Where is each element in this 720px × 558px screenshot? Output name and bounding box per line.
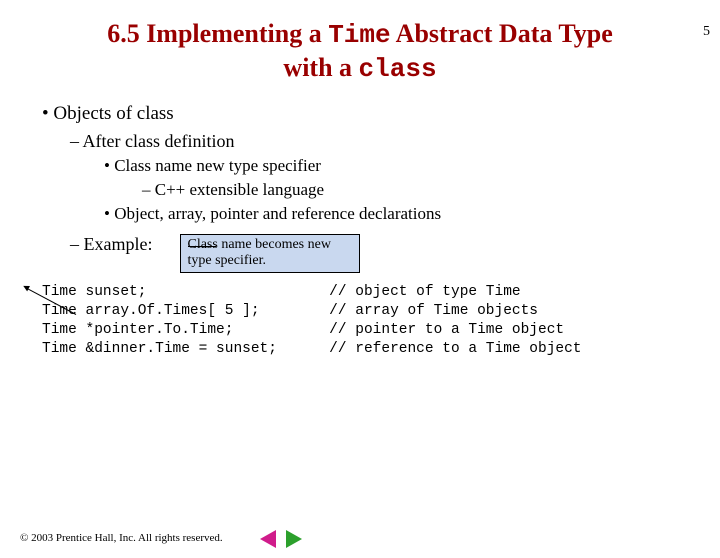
code-pad-2 [233,322,329,338]
next-button[interactable] [286,530,302,548]
bullet-l3-type-specifier: Class name new type specifier [104,156,700,176]
code-type-0: Time [42,284,77,300]
bullet-l3-declarations: Object, array, pointer and reference dec… [104,204,700,224]
title-line1-mono: Time [328,20,390,50]
code-decl-2: *pointer.To.Time; [86,322,234,338]
code-decl-0: sunset; [86,284,147,300]
slide-title: 6.5 Implementing a Time Abstract Data Ty… [0,18,720,85]
page-number: 5 [703,24,710,40]
code-decl-3: &dinner.Time = sunset; [86,341,277,357]
code-pad-0 [146,284,329,300]
bullet-l4-extensible: C++ extensible language [142,180,700,200]
prev-button[interactable] [260,530,276,548]
code-comment-1: // array of Time objects [329,303,538,319]
nav-buttons [260,530,302,548]
callout-connector [188,246,216,247]
bullet-l2-after-def: After class definition [70,131,700,152]
title-line1-suffix: Abstract Data Type [391,19,613,48]
code-decl-1: array.Of.Times[ 5 ]; [86,303,260,319]
code-pad-1 [260,303,330,319]
bullet-l1-objects: Objects of class [42,103,700,125]
code-type-1: Time [42,303,77,319]
code-block: Time sunset; // object of type Time Time… [42,283,720,358]
bullet-l2-example: Example: [70,234,152,255]
code-type-2: Time [42,322,77,338]
code-pad-3 [277,341,329,357]
title-line1-prefix: 6.5 Implementing a [107,19,328,48]
title-line2-prefix: with a [283,53,358,82]
code-comment-3: // reference to a Time object [329,341,581,357]
title-line2-mono: class [359,54,437,84]
callout-box: Class name becomes new type specifier. [180,234,360,273]
callout-line2: type specifier. [187,253,353,269]
code-type-3: Time [42,341,77,357]
code-comment-2: // pointer to a Time object [329,322,564,338]
example-row: Example: Class name becomes new type spe… [70,234,700,273]
content-area: Objects of class After class definition … [42,103,700,273]
code-comment-0: // object of type Time [329,284,520,300]
copyright-footer: © 2003 Prentice Hall, Inc. All rights re… [20,532,223,544]
